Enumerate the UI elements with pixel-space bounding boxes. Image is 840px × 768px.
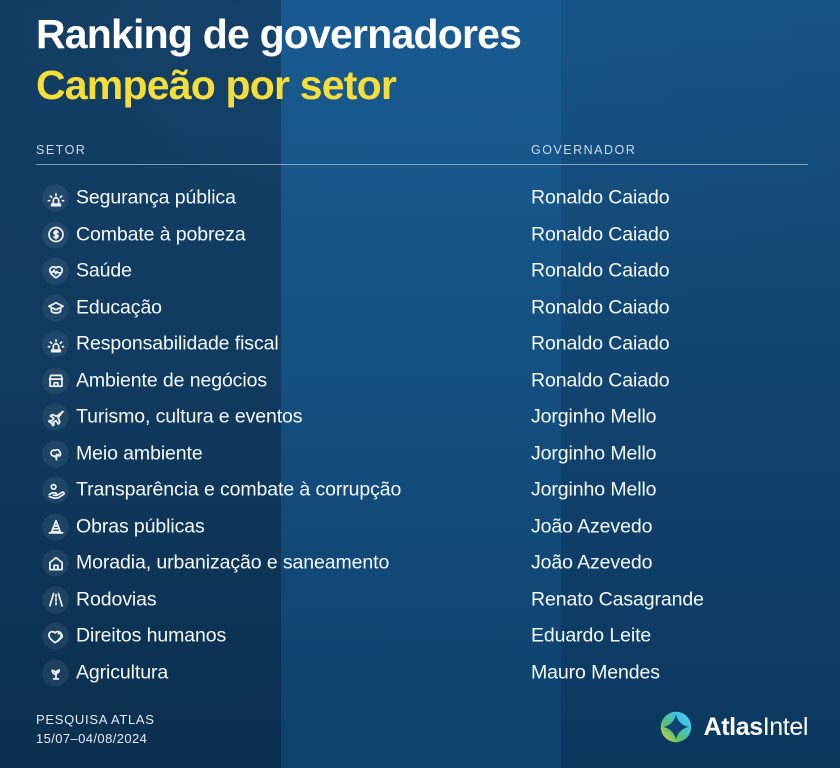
home-icon	[42, 549, 69, 577]
row-governor-name: Ronaldo Caiado	[531, 259, 670, 282]
row-sector-label: Educação	[76, 296, 162, 319]
logo-text-atlas: Atlas	[703, 712, 764, 741]
row-governor-name: Ronaldo Caiado	[531, 186, 670, 209]
source-note: PESQUISA ATLAS 15/07–04/08/2024	[36, 710, 155, 748]
row-sector-label: Turismo, cultura e eventos	[76, 405, 303, 428]
page-title: Ranking de governadores Campeão por seto…	[36, 9, 522, 111]
siren-icon	[42, 330, 69, 358]
tree-icon	[42, 440, 69, 468]
row-sector-label: Responsabilidade fiscal	[76, 332, 279, 355]
table-row: Saúde Ronaldo Caiado	[0, 253, 840, 290]
row-governor-name: Jorginho Mello	[531, 478, 657, 501]
logo-text-intel: Intel	[762, 712, 809, 741]
row-sector-label: Combate à pobreza	[76, 223, 246, 246]
column-header-governor: GOVERNADOR	[531, 143, 637, 157]
source-dates: 15/07–04/08/2024	[36, 731, 148, 746]
title-primary: Ranking de governadores	[36, 11, 522, 57]
column-header-sector: SETOR	[36, 143, 87, 157]
background-band-middle	[281, 0, 561, 768]
road-icon	[42, 586, 69, 614]
dollar-coin-icon	[42, 221, 69, 249]
traffic-cone-icon	[42, 513, 69, 541]
row-sector-label: Saúde	[76, 259, 132, 282]
siren-icon	[42, 184, 69, 212]
row-sector-label: Transparência e combate à corrupção	[76, 478, 402, 501]
background-band-left	[0, 0, 281, 768]
hand-coin-icon	[42, 476, 69, 504]
row-governor-name: Renato Casagrande	[531, 588, 704, 611]
airplane-icon	[42, 403, 69, 431]
table-row: Rodovias Renato Casagrande	[0, 582, 840, 619]
heart-hands-icon	[42, 622, 69, 650]
ranking-table: Segurança pública Ronaldo Caiado Combate à…	[0, 180, 840, 691]
table-row: Educação Ronaldo Caiado	[0, 290, 840, 327]
row-sector-label: Agricultura	[76, 661, 169, 684]
store-icon	[42, 367, 69, 395]
table-row: Combate à pobreza Ronaldo Caiado	[0, 217, 840, 254]
table-row: Direitos humanos Eduardo Leite	[0, 618, 840, 655]
row-governor-name: Ronaldo Caiado	[531, 296, 670, 319]
source-label: PESQUISA ATLAS	[36, 712, 155, 727]
heart-pulse-icon	[42, 257, 69, 285]
row-sector-label: Obras públicas	[76, 515, 205, 538]
atlasintel-wordmark: AtlasIntel	[703, 712, 809, 742]
table-row: Meio ambiente Jorginho Mello	[0, 436, 840, 473]
row-governor-name: Ronaldo Caiado	[531, 332, 670, 355]
row-governor-name: Ronaldo Caiado	[531, 369, 670, 392]
background-band-right	[561, 0, 840, 768]
atlasintel-mark-icon	[657, 708, 695, 746]
header-divider	[36, 164, 808, 165]
table-row: Transparência e combate à corrupção Jorgi…	[0, 472, 840, 509]
row-sector-label: Ambiente de negócios	[76, 369, 267, 392]
row-governor-name: Jorginho Mello	[531, 442, 657, 465]
title-secondary: Campeão por setor	[36, 62, 397, 108]
row-sector-label: Moradia, urbanização e saneamento	[76, 551, 390, 574]
row-governor-name: Jorginho Mello	[531, 405, 657, 428]
table-row: Ambiente de negócios Ronaldo Caiado	[0, 363, 840, 400]
table-row: Responsabilidade fiscal Ronaldo Caiado	[0, 326, 840, 363]
row-governor-name: Mauro Mendes	[531, 661, 660, 684]
graduation-cap-icon	[42, 294, 69, 322]
row-sector-label: Rodovias	[76, 588, 157, 611]
row-sector-label: Meio ambiente	[76, 442, 203, 465]
row-sector-label: Segurança pública	[76, 186, 236, 209]
row-governor-name: Ronaldo Caiado	[531, 223, 670, 246]
row-governor-name: Eduardo Leite	[531, 624, 652, 647]
table-row: Obras públicas João Azevedo	[0, 509, 840, 546]
table-row: Segurança pública Ronaldo Caiado	[0, 180, 840, 217]
table-row: Agricultura Mauro Mendes	[0, 655, 840, 692]
atlasintel-logo: AtlasIntel	[657, 708, 808, 746]
row-sector-label: Direitos humanos	[76, 624, 227, 647]
table-row: Turismo, cultura e eventos Jorginho Mello	[0, 399, 840, 436]
sprout-icon	[42, 659, 69, 687]
row-governor-name: João Azevedo	[531, 551, 653, 574]
row-governor-name: João Azevedo	[531, 515, 653, 538]
table-row: Moradia, urbanização e saneamento João Az…	[0, 545, 840, 582]
